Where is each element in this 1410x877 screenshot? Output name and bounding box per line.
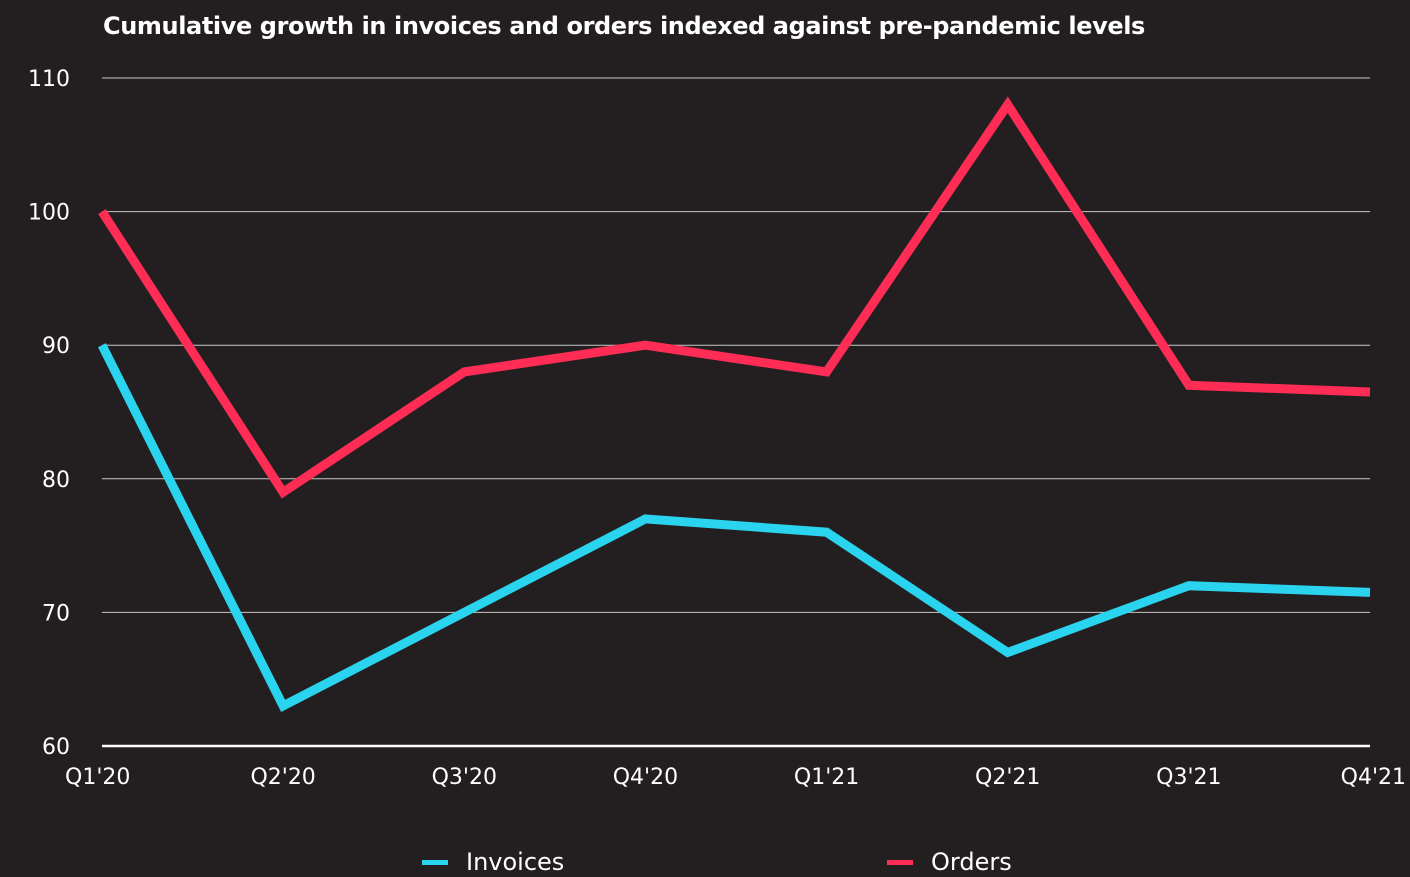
x-tick-label: Q1'21 — [794, 765, 859, 790]
legend-label-orders: Orders — [931, 848, 1012, 876]
x-tick-label: Q3'21 — [1156, 765, 1221, 790]
x-tick-label: Q4'21 — [1341, 765, 1406, 790]
series-line-orders — [98, 96, 1371, 499]
legend-swatch-orders — [887, 859, 913, 865]
x-tick-label: Q3'20 — [432, 765, 497, 790]
y-tick-label: 100 — [28, 201, 70, 226]
gridlines — [102, 77, 1370, 613]
legend-label-invoices: Invoices — [466, 848, 565, 876]
x-tick-label: Q2'20 — [250, 765, 315, 790]
legend-swatch-invoices — [422, 859, 448, 865]
line-chart: 60 70 80 90 100 110 Q1'20 Q2'20 Q3'20 Q4'20 Q1'21… — [28, 67, 1406, 790]
y-tick-label: 70 — [42, 601, 70, 626]
series-line-invoices — [97, 343, 1371, 712]
y-tick-label: 90 — [42, 334, 70, 359]
legend-item-invoices: Invoices — [422, 848, 564, 876]
x-tick-label: Q1'20 — [65, 765, 130, 790]
x-tick-label: Q2'21 — [975, 765, 1040, 790]
legend-item-orders: Orders — [887, 848, 1012, 876]
chart-title: Cumulative growth in invoices and orders… — [103, 12, 1145, 40]
y-axis: 60 70 80 90 100 110 — [28, 67, 70, 760]
series-lines — [97, 96, 1371, 712]
x-tick-label: Q4'20 — [613, 765, 678, 790]
y-tick-label: 110 — [28, 67, 70, 92]
legend: Invoices Orders — [0, 842, 1410, 877]
y-tick-label: 60 — [42, 735, 70, 760]
x-axis: Q1'20 Q2'20 Q3'20 Q4'20 Q1'21 Q2'21 Q3'21 Q4'21 — [65, 744, 1406, 790]
y-tick-label: 80 — [42, 468, 70, 493]
